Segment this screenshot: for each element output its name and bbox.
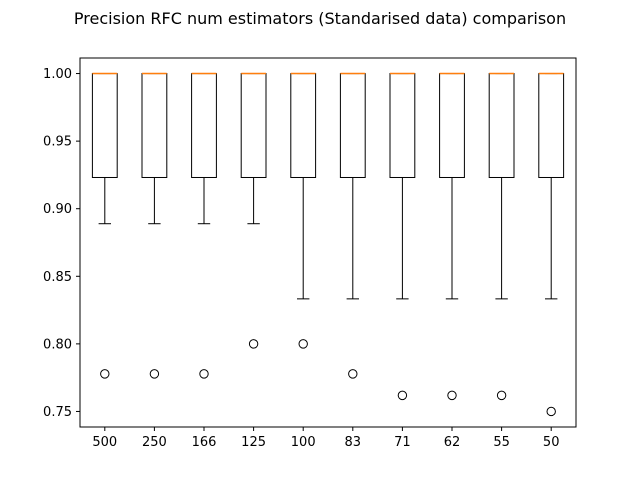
x-tick-label: 55	[493, 435, 510, 450]
y-tick-label: 0.95	[43, 135, 72, 150]
chart-title: Precision RFC num estimators (Standarise…	[74, 9, 566, 28]
y-tick-label: 0.90	[43, 202, 72, 217]
x-tick-label: 83	[345, 435, 362, 450]
outlier-point	[199, 369, 209, 379]
outlier-point	[348, 369, 358, 379]
y-tick-label: 0.85	[43, 270, 72, 285]
x-tick-label: 125	[241, 435, 266, 450]
x-tick-label: 62	[444, 435, 461, 450]
axes-frame	[79, 57, 577, 428]
outlier-point	[397, 390, 408, 401]
outlier-point	[149, 369, 160, 379]
x-tick-label: 71	[394, 435, 411, 450]
x-tick-label: 250	[142, 435, 167, 450]
y-tick-label: 1.00	[43, 67, 72, 82]
outlier-point	[248, 339, 259, 349]
x-tick-label: 166	[192, 435, 217, 450]
x-tick-label: 500	[92, 435, 117, 450]
x-tick-label: 100	[291, 435, 316, 450]
outlier-point	[100, 369, 110, 379]
y-tick-label: 0.75	[43, 405, 72, 420]
outlier-point	[447, 390, 457, 401]
outlier-point	[546, 406, 556, 417]
outlier-point	[496, 390, 507, 401]
x-tick-label: 50	[543, 435, 560, 450]
outlier-point	[298, 339, 308, 349]
plot-area: 0.75 0.80 0.85 0.90 0.95 1.00 500 250 166 125 100 8…	[43, 67, 565, 450]
y-tick-label: 0.80	[43, 337, 72, 352]
